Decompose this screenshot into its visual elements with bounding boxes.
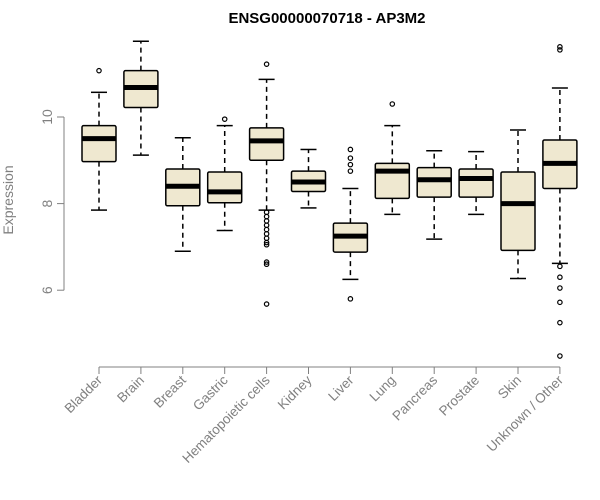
outlier-point xyxy=(263,261,270,268)
outlier-point xyxy=(557,47,563,53)
x-tick-label: Pancreas xyxy=(389,372,440,423)
outlier-point xyxy=(263,259,270,265)
outlier-point xyxy=(557,299,563,306)
box-group xyxy=(542,44,578,359)
box-iqr xyxy=(374,162,411,200)
y-axis-label: Expression xyxy=(0,165,16,234)
outlier-point xyxy=(96,67,102,74)
x-tick-label: Brain xyxy=(114,373,147,406)
outlier-point xyxy=(557,44,563,50)
x-tick-label: Unknown / Other xyxy=(484,372,567,455)
y-axis: 6 8 10 xyxy=(39,109,65,294)
box-group xyxy=(458,150,494,216)
box-iqr xyxy=(81,124,117,163)
outlier-point xyxy=(557,285,563,291)
outlier-point xyxy=(389,101,396,107)
outlier-point xyxy=(347,168,354,174)
x-tick-label: Gastric xyxy=(190,372,231,413)
box-group xyxy=(416,150,452,240)
outlier-point xyxy=(347,146,354,153)
box-iqr xyxy=(458,168,494,198)
box-group xyxy=(81,67,117,211)
x-tick-label: Lung xyxy=(367,373,399,405)
x-tick-label: Liver xyxy=(325,372,357,404)
outlier-point xyxy=(557,274,563,281)
outlier-point xyxy=(347,161,354,168)
box-group xyxy=(500,129,536,280)
outlier-point xyxy=(263,301,270,307)
outlier-point xyxy=(557,263,563,270)
chart-title: ENSG00000070718 - AP3M2 xyxy=(228,10,425,27)
x-tick-label: Kidney xyxy=(275,372,315,412)
outlier-point xyxy=(263,241,270,248)
box-group xyxy=(290,148,327,209)
y-tick-label: 6 xyxy=(39,286,55,294)
x-tick-label: Prostate xyxy=(436,373,482,419)
x-tick-label: Breast xyxy=(151,372,189,410)
outlier-point xyxy=(221,116,228,122)
box-group xyxy=(332,146,369,302)
box-group xyxy=(206,116,243,232)
box-iqr xyxy=(206,171,243,204)
x-tick-label: Skin xyxy=(495,373,524,402)
y-tick-label: 10 xyxy=(39,109,55,125)
outlier-point xyxy=(263,239,270,246)
y-tick-label: 8 xyxy=(39,199,55,207)
box-group xyxy=(248,61,285,307)
box-group xyxy=(165,137,201,252)
box-group xyxy=(123,40,159,156)
outlier-point xyxy=(347,296,354,302)
box-iqr xyxy=(416,166,452,198)
outlier-point xyxy=(347,155,354,161)
x-tick-label: Bladder xyxy=(62,372,106,416)
outlier-point xyxy=(557,319,563,326)
box-iqr xyxy=(500,171,536,252)
outlier-point xyxy=(557,353,563,359)
plot-area xyxy=(81,40,578,359)
box-iqr xyxy=(248,127,285,162)
outlier-point xyxy=(263,61,270,67)
box-group xyxy=(374,101,411,216)
